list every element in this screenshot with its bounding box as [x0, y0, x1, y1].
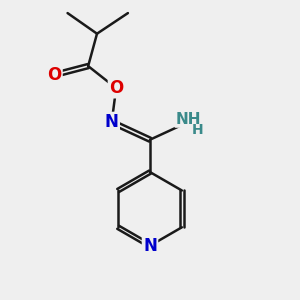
Text: O: O: [109, 79, 123, 97]
Text: N: N: [105, 113, 119, 131]
Text: N: N: [143, 237, 157, 255]
Text: O: O: [47, 66, 62, 84]
Text: NH: NH: [176, 112, 201, 127]
Text: H: H: [192, 123, 203, 137]
